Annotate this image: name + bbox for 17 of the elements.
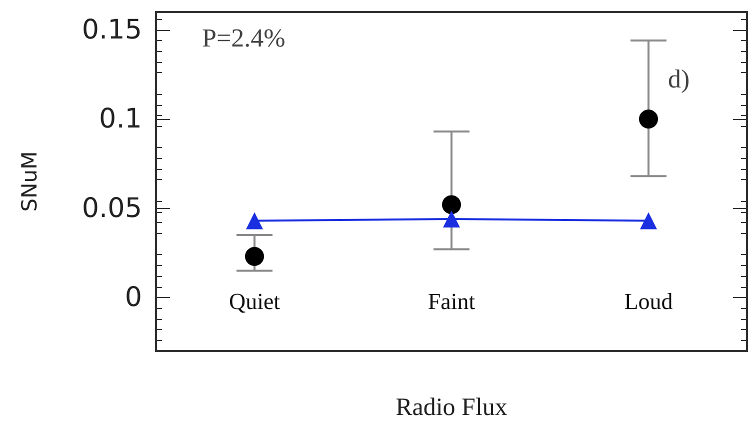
point (640, 212, 657, 230)
y-tick-label: 0 (124, 282, 142, 313)
y-tick-label: 0.05 (82, 192, 142, 224)
y-axis-title: SNuM (18, 151, 42, 212)
point (443, 210, 460, 228)
y-tick-label: 0.15 (82, 14, 142, 46)
annotation: d) (668, 64, 690, 94)
x-tick-label: Faint (428, 289, 476, 314)
point (639, 110, 658, 129)
x-axis-title: Radio Flux (396, 394, 508, 421)
y-tick-label: 0.1 (99, 104, 142, 135)
point (245, 246, 264, 266)
annotation: P=2.4% (202, 24, 286, 52)
point (442, 195, 461, 214)
x-tick-label: Quiet (228, 289, 281, 314)
x-tick-label: Loud (624, 289, 674, 314)
point (246, 212, 263, 230)
